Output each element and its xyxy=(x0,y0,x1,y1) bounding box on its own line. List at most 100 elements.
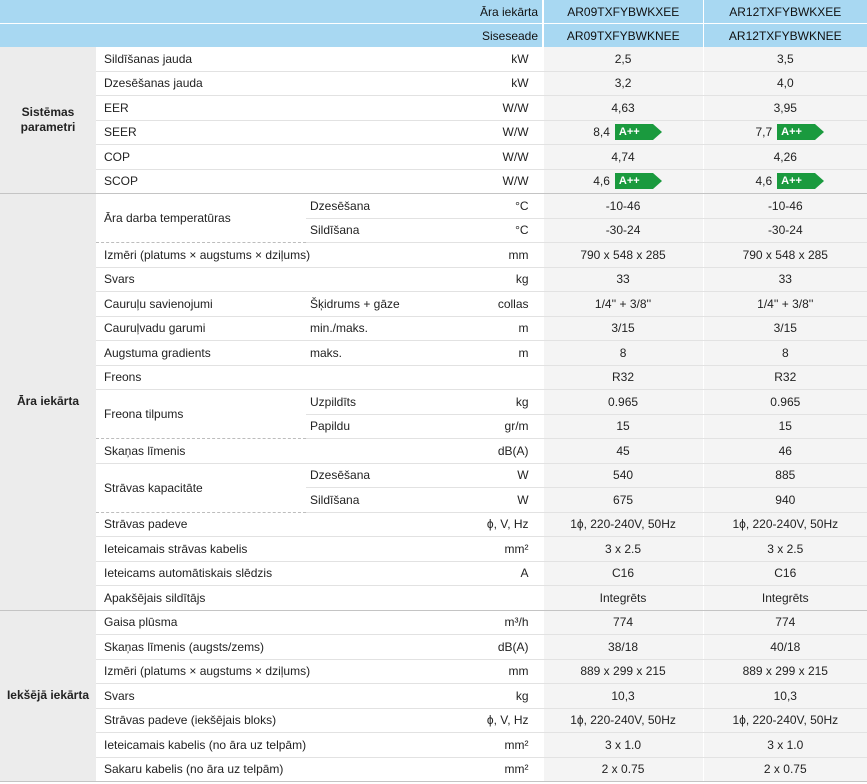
sub-label: Sildīšana xyxy=(306,218,461,243)
sub-label: Dzesēšana xyxy=(306,463,461,488)
value-text: 4,6 xyxy=(593,174,610,189)
table-row: Sildīšana W 675 940 xyxy=(0,487,867,513)
param-label: SEER xyxy=(96,120,461,145)
unit-cell: dB(A) xyxy=(461,438,544,464)
value-cell-model-2: 8 xyxy=(702,340,867,366)
table-row: Ieteicamais strāvas kabelis mm² 3 x 2.5 3 x… xyxy=(0,536,867,562)
value-cell-model-1: 0.965 xyxy=(542,389,704,415)
unit-cell: W/W xyxy=(461,169,544,194)
unit-cell: mm² xyxy=(461,536,544,562)
param-label: SCOP xyxy=(96,169,461,194)
value-cell-model-2: 1/4'' + 3/8'' xyxy=(702,291,867,317)
sub-label: Sildīšana xyxy=(306,487,461,513)
value-cell-model-2: 790 x 548 x 285 xyxy=(702,242,867,268)
value-cell-model-1: 2 x 0.75 xyxy=(542,757,704,782)
param-label: Cauruļvadu garumi xyxy=(96,316,306,341)
value-cell-model-1: 4,63 xyxy=(542,95,704,121)
value-cell-model-2: 889 x 299 x 215 xyxy=(702,659,867,684)
value-cell-model-2: 3,5 xyxy=(702,47,867,72)
table-row: Āra iekārta Āra darba temperatūras Dzesēša… xyxy=(0,193,867,611)
unit-cell: m xyxy=(461,316,544,341)
value-cell-model-1: 1ϕ, 220-240V, 50Hz xyxy=(542,708,704,733)
value-cell-model-1: 4,6 A++ xyxy=(542,169,704,194)
unit-cell: collas xyxy=(461,291,544,317)
unit-cell: mm xyxy=(461,659,544,684)
section-label-system: Sistēmas parametri xyxy=(0,47,96,194)
value-cell-model-2: 3/15 xyxy=(702,316,867,341)
value-cell-model-2: -10-46 xyxy=(702,193,867,219)
value-cell-model-1: 3,2 xyxy=(542,71,704,96)
table-row: Cauruļu savienojumi Šķidrums + gāze collas… xyxy=(0,291,867,317)
value-cell-model-2: 2 x 0.75 xyxy=(702,757,867,782)
value-cell-model-1: C16 xyxy=(542,561,704,586)
unit-cell: W xyxy=(461,463,544,488)
table-row: Strāvas padeve ϕ, V, Hz 1ϕ, 220-240V, 50Hz… xyxy=(0,512,867,537)
param-label: Strāvas kapacitāte xyxy=(96,463,306,513)
table-row: Skaņas līmenis (augsts/zems) dB(A) 38/18 40… xyxy=(0,634,867,660)
param-label: Ieteicamais strāvas kabelis xyxy=(96,536,461,562)
table-row: Freons R32 R32 xyxy=(0,365,867,390)
param-label: Svars xyxy=(96,267,461,292)
value-cell-model-1: 38/18 xyxy=(542,634,704,660)
value-cell-model-2: 10,3 xyxy=(702,683,867,709)
table-row: SCOP W/W 4,6 A++ 4,6 A++ xyxy=(0,169,867,194)
value-cell-model-2: 3 x 2.5 xyxy=(702,536,867,562)
table-row: Dzesēšanas jauda kW 3,2 4,0 xyxy=(0,71,867,96)
section-label-outdoor: Āra iekārta xyxy=(0,193,96,611)
value-cell-model-2: 1ϕ, 220-240V, 50Hz xyxy=(702,512,867,537)
value-cell-model-1: 1/4'' + 3/8'' xyxy=(542,291,704,317)
table-row: Svars kg 33 33 xyxy=(0,267,867,292)
unit-cell: kg xyxy=(461,389,544,415)
param-label: Skaņas līmenis (augsts/zems) xyxy=(96,634,461,660)
param-label: Sildīšanas jauda xyxy=(96,47,461,72)
table-row: Ieteicamais kabelis (no āra uz telpām) mm… xyxy=(0,732,867,758)
unit-cell: m³/h xyxy=(461,610,544,635)
table-row: Izmēri (platums × augstums × dziļums) mm 7… xyxy=(0,242,867,268)
table-row: Papildu gr/m 15 15 xyxy=(0,414,867,439)
value-cell-model-1: 2,5 xyxy=(542,47,704,72)
param-label: Apakšējais sildītājs xyxy=(96,585,461,611)
value-cell-model-1: 774 xyxy=(542,610,704,635)
unit-cell: °C xyxy=(461,193,544,219)
value-cell-model-2: 46 xyxy=(702,438,867,464)
value-cell-model-1: 15 xyxy=(542,414,704,439)
value-cell-model-2: 1ϕ, 220-240V, 50Hz xyxy=(702,708,867,733)
sub-label: Uzpildīts xyxy=(306,389,461,415)
param-label: Āra darba temperatūras xyxy=(96,193,306,243)
param-label: Freons xyxy=(96,365,461,390)
unit-cell: W/W xyxy=(461,120,544,145)
unit-cell: mm² xyxy=(461,732,544,758)
energy-class-badge-icon: A++ xyxy=(614,173,662,190)
table-row: Apakšējais sildītājs Integrēts Integrēts xyxy=(0,585,867,611)
value-cell-model-1: 45 xyxy=(542,438,704,464)
value-cell-model-1: 675 xyxy=(542,487,704,513)
unit-cell: dB(A) xyxy=(461,634,544,660)
value-cell-model-1: 540 xyxy=(542,463,704,488)
value-cell-model-2: -30-24 xyxy=(702,218,867,243)
param-label: Skaņas līmenis xyxy=(96,438,461,464)
table-row: Svars kg 10,3 10,3 xyxy=(0,683,867,709)
value-cell-model-1: Integrēts xyxy=(542,585,704,611)
value-cell-model-1: 889 x 299 x 215 xyxy=(542,659,704,684)
param-label: Gaisa plūsma xyxy=(96,610,461,635)
unit-cell xyxy=(461,585,544,611)
unit-cell: gr/m xyxy=(461,414,544,439)
value-cell-model-2: 774 xyxy=(702,610,867,635)
value-cell-model-2: 4,26 xyxy=(702,144,867,170)
value-cell-model-2: 3 x 1.0 xyxy=(702,732,867,758)
unit-cell: W/W xyxy=(461,144,544,170)
sub-label: min./maks. xyxy=(306,316,461,341)
table-row: SEER W/W 8,4 A++ 7,7 A++ xyxy=(0,120,867,145)
param-label: Ieteicams automātiskais slēdzis xyxy=(96,561,461,586)
header-indoor-model-2: AR12TXFYBWKNEE xyxy=(702,23,867,47)
table-row: Strāvas padeve (iekšējais bloks) ϕ, V, Hz… xyxy=(0,708,867,733)
value-cell-model-1: -30-24 xyxy=(542,218,704,243)
sub-label: Dzesēšana xyxy=(306,193,461,219)
unit-cell: m xyxy=(461,340,544,366)
unit-cell: °C xyxy=(461,218,544,243)
value-cell-model-2: 940 xyxy=(702,487,867,513)
table-row: Sildīšana °C -30-24 -30-24 xyxy=(0,218,867,243)
value-cell-model-1: 8,4 A++ xyxy=(542,120,704,145)
